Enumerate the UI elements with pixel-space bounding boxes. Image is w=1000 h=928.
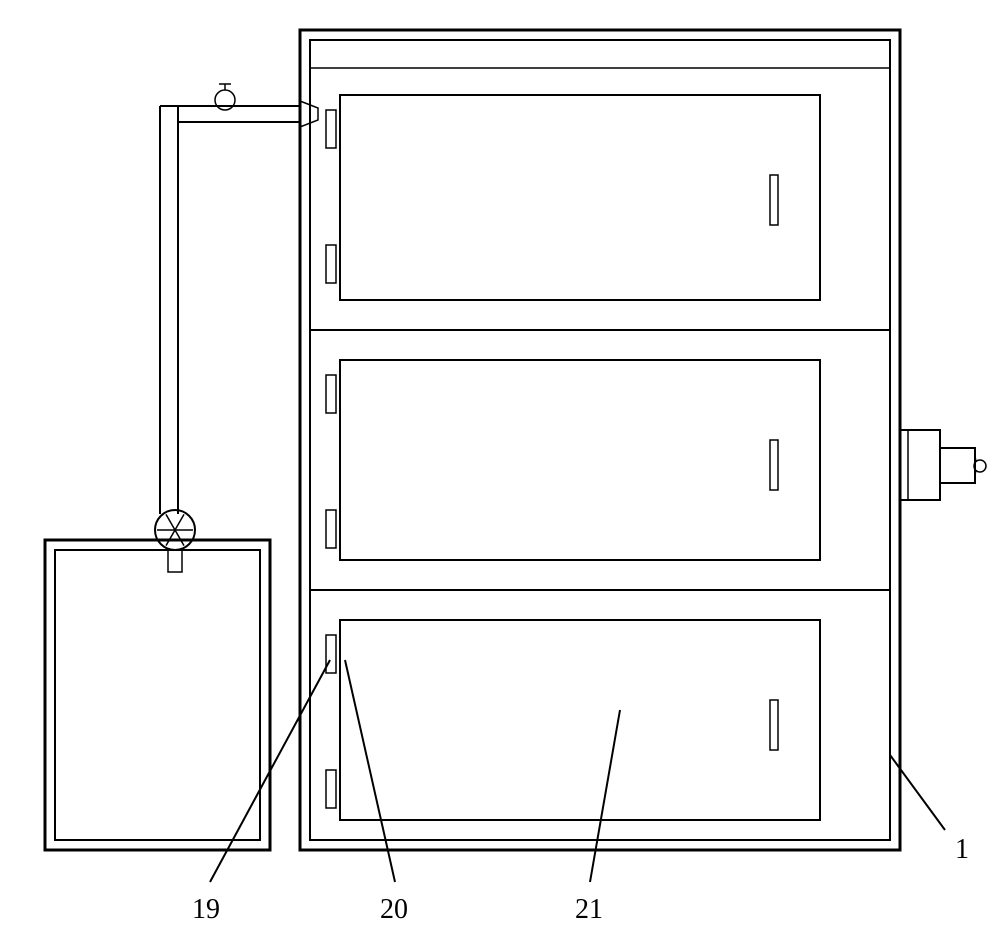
door-hinge — [326, 375, 336, 413]
door-hinge — [326, 245, 336, 283]
leader-line — [890, 755, 945, 830]
cabinet-door — [340, 95, 820, 300]
door-hinge — [326, 635, 336, 673]
door-hinge — [326, 770, 336, 808]
leader-line — [590, 710, 620, 882]
door-handle — [770, 440, 778, 490]
callout-label-1: 1 — [955, 834, 969, 865]
door-hinge — [326, 510, 336, 548]
door-handle — [770, 700, 778, 750]
cabinet-door — [340, 360, 820, 560]
cabinet-door — [340, 620, 820, 820]
callout-label-21: 21 — [575, 894, 603, 925]
door-handle — [770, 175, 778, 225]
door-hinge — [326, 110, 336, 148]
callout-label-19: 19 — [192, 894, 220, 925]
callout-label-20: 20 — [380, 894, 408, 925]
